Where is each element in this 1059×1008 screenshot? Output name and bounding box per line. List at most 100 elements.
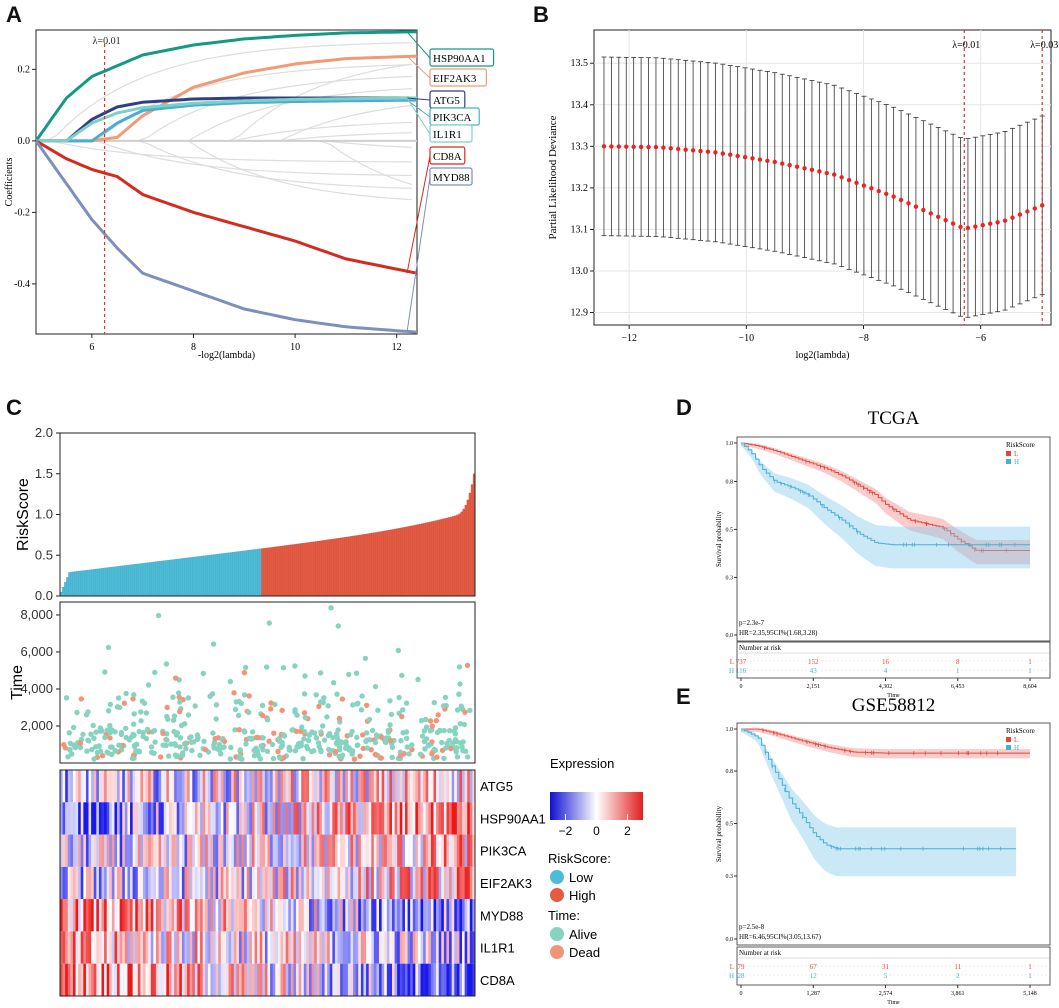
heatmap-cell [98, 866, 102, 900]
heatmap-cell [384, 866, 388, 900]
alive-point [452, 731, 458, 737]
heatmap-cell [163, 931, 167, 964]
alive-point [139, 698, 146, 704]
heatmap-cell [117, 899, 121, 932]
alive-point [152, 669, 158, 676]
alive-point [354, 742, 360, 748]
heatmap-cell [407, 834, 411, 867]
dead-point [279, 707, 285, 714]
heatmap-cell [127, 802, 131, 835]
heatmap-cell [218, 770, 222, 803]
heatmap-cell [259, 834, 263, 867]
heatmap-cell [181, 834, 185, 867]
alive-point [131, 721, 137, 727]
heatmap-cell [334, 770, 338, 803]
heatmap-cell [324, 899, 328, 932]
heatmap-cell [368, 802, 372, 835]
heatmap-cell [207, 899, 211, 932]
heatmap-cell [264, 899, 268, 932]
alive-point [301, 736, 307, 742]
alive-point [362, 655, 369, 662]
heatmap-cell [399, 931, 403, 964]
km-legend-swatch [1006, 745, 1011, 750]
heatmap-cell [358, 963, 362, 996]
alive-point [112, 748, 119, 754]
km-y-tick-label: 0.8 [726, 479, 734, 485]
alive-point [372, 683, 379, 690]
heatmap-cell [155, 834, 159, 867]
heatmap-cell [257, 834, 261, 867]
heatmap-cell [290, 834, 294, 867]
heatmap-cell [158, 770, 162, 803]
km-legend-swatch [1006, 459, 1011, 464]
high-legend-dot [550, 888, 564, 902]
heatmap-cell [262, 866, 266, 900]
heatmap-cell [119, 931, 123, 964]
heatmap-cell [143, 866, 146, 900]
alive-point [210, 730, 216, 736]
heatmap-cell [454, 834, 458, 867]
dead-point [399, 713, 405, 720]
heatmap-cell [384, 963, 388, 996]
heatmap-cell [290, 770, 294, 803]
heatmap-cell [469, 770, 473, 803]
alive-point [321, 695, 327, 701]
alive-point [175, 753, 181, 759]
heatmap-cell [353, 770, 357, 803]
heatmap-cell [75, 931, 79, 964]
heatmap-cell [161, 770, 165, 803]
heatmap-cell [220, 770, 224, 803]
heatmap-cell [70, 770, 74, 803]
alive-point [201, 738, 207, 744]
heatmap-cell [205, 963, 209, 996]
heatmap-cell [337, 931, 341, 964]
heatmap-cell [425, 770, 429, 803]
alive-point [397, 749, 403, 755]
heatmap-cell [371, 963, 375, 996]
heatmap-cell [464, 802, 468, 835]
heatmap-cell [345, 866, 349, 900]
heatmap-cell [176, 802, 180, 835]
heatmap-cell [181, 866, 185, 900]
risk-count: 12 [810, 972, 818, 980]
heatmap-cell [392, 963, 395, 996]
heatmap-cell [189, 899, 193, 932]
heatmap-cell [161, 931, 165, 964]
heatmap-cell [91, 770, 95, 803]
deviance-point [906, 201, 911, 206]
heatmap-cell [148, 866, 152, 900]
heatmap-cell [303, 963, 307, 996]
risk-y-label: RiskScore [15, 478, 32, 551]
heatmap-cell [337, 963, 341, 996]
heatmap-cell [72, 834, 76, 867]
heatmap-cell [104, 899, 108, 932]
risk-count: 16 [882, 658, 890, 666]
heatmap-cell [251, 770, 255, 803]
alive-point [182, 740, 189, 746]
expression-legend-title: Expression [550, 756, 614, 771]
alive-point [213, 716, 219, 722]
legend-label-atg5: ATG5 [433, 95, 460, 107]
heatmap-cell [251, 866, 255, 900]
alive-point [349, 751, 355, 757]
heatmap-cell [285, 866, 289, 900]
heatmap-cell [443, 866, 447, 900]
alive-point [415, 676, 421, 683]
heatmap-cell [397, 899, 401, 932]
heatmap-cell [394, 802, 398, 835]
heatmap-cell [394, 963, 398, 996]
alive-point [419, 733, 426, 739]
heatmap-cell [251, 931, 255, 964]
heatmap-cell [394, 899, 398, 932]
heatmap-cell [360, 866, 364, 900]
heatmap-cell [83, 963, 87, 996]
alive-point [324, 714, 330, 720]
risk-count: 1 [1028, 972, 1032, 980]
heatmap-cell [85, 770, 89, 803]
alive-point [454, 754, 461, 760]
heatmap-cell [218, 963, 222, 996]
alive-point [385, 727, 392, 734]
heatmap-cell [301, 770, 305, 803]
heatmap-cell [381, 899, 385, 932]
heatmap-cell [334, 802, 338, 835]
